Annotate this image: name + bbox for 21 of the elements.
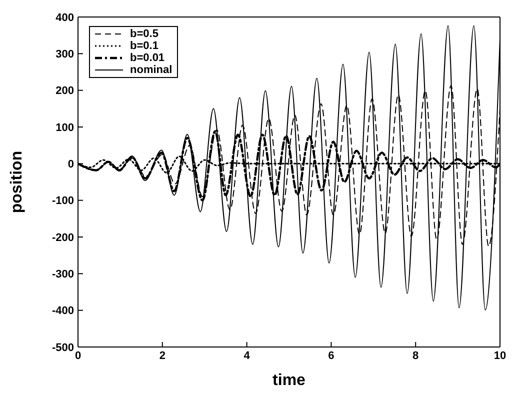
y-tick-label: -300	[52, 268, 74, 281]
y-tick-label: 400	[56, 12, 74, 24]
y-tick-label: -400	[52, 305, 74, 318]
y-tick-label: 0	[68, 158, 74, 171]
legend-label: b=0.1	[130, 40, 158, 52]
x-tick-label: 10	[494, 350, 506, 362]
x-tick-label: 8	[412, 350, 419, 362]
x-tick-label: 6	[328, 350, 334, 362]
y-tick-label: 100	[56, 122, 74, 134]
x-axis-title: time	[272, 372, 306, 389]
y-axis-title: position	[8, 150, 26, 214]
legend-label: b=0.5	[130, 28, 158, 40]
x-tick-label: 2	[159, 350, 166, 362]
y-tick-label: -200	[52, 232, 74, 244]
y-tick-label: 300	[56, 48, 74, 61]
y-tick-label: -100	[52, 195, 74, 208]
x-tick-label: 4	[244, 350, 251, 362]
legend-label: nominal	[130, 64, 172, 76]
legend-label: b=0.01	[130, 52, 165, 64]
y-tick-label: -500	[52, 342, 74, 354]
y-tick-label: 200	[56, 85, 74, 98]
